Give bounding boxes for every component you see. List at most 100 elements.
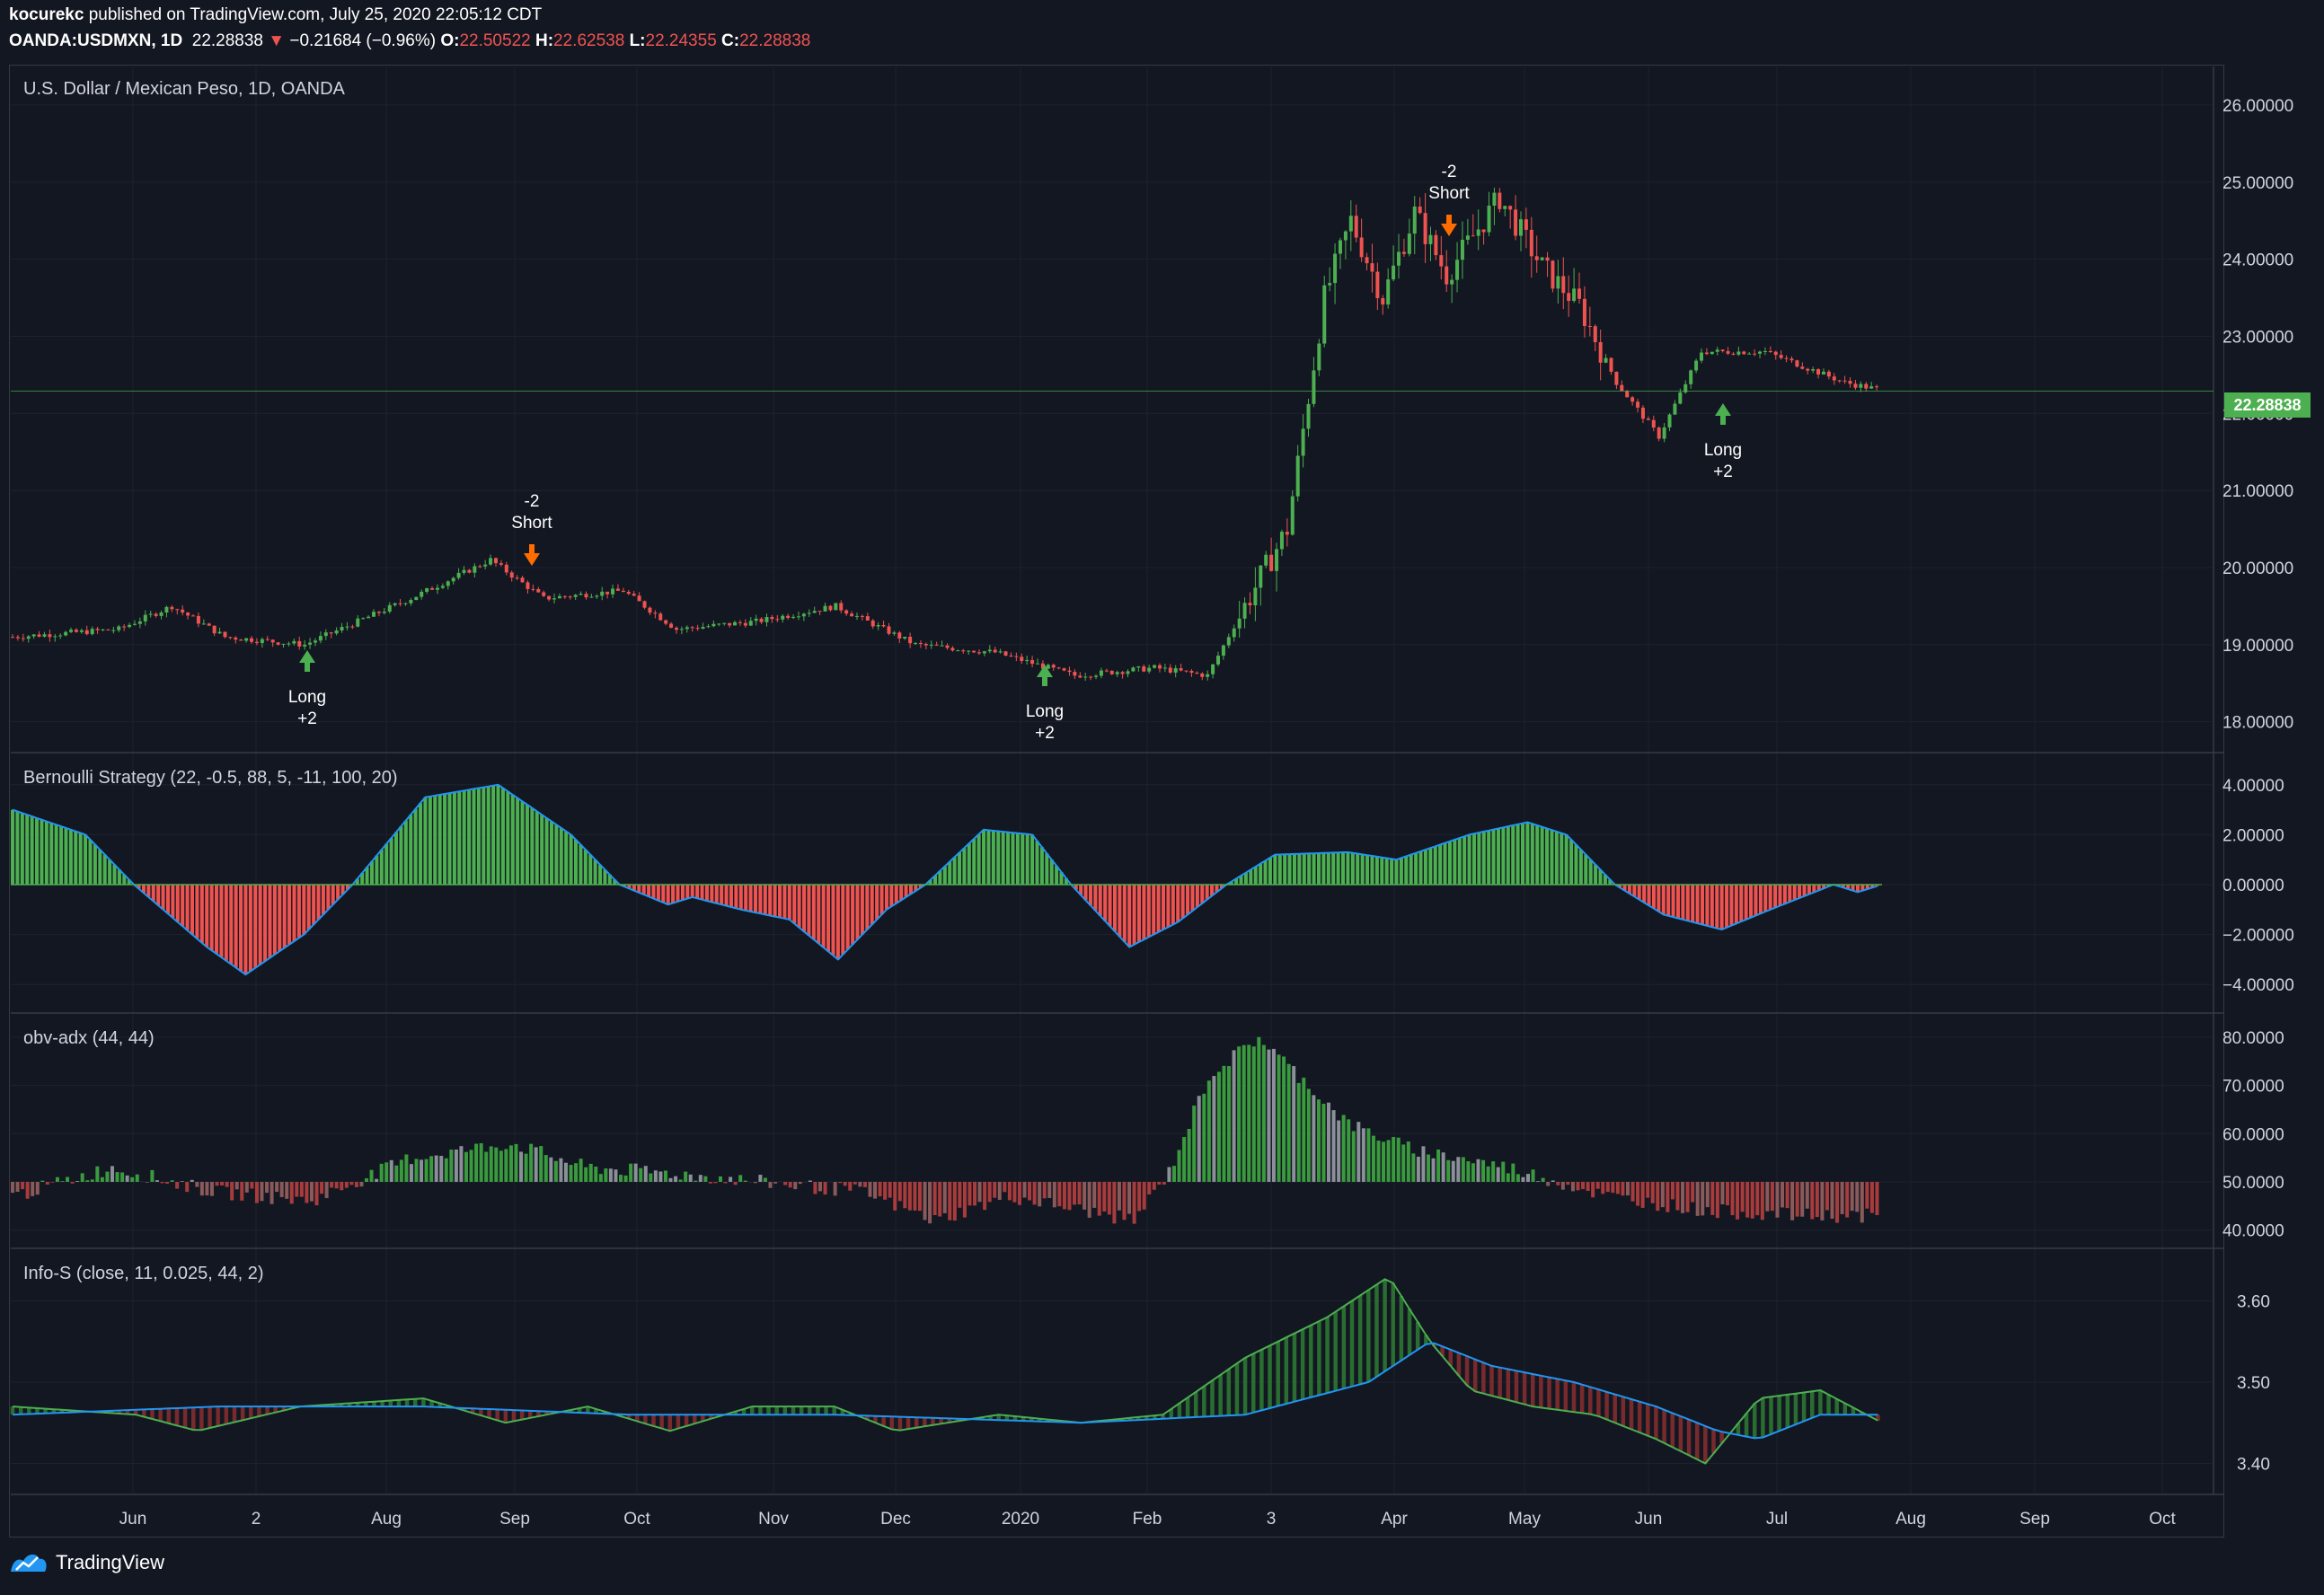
candle-body: [287, 643, 291, 645]
obv-bar: [1282, 1056, 1286, 1182]
bernoulli-bar: [1356, 853, 1360, 885]
obv-bar: [120, 1172, 125, 1182]
obv-bar: [604, 1168, 608, 1182]
obv-bar: [499, 1150, 503, 1182]
tradingview-logo-icon[interactable]: [9, 1550, 49, 1575]
publisher-name[interactable]: kocurekc: [9, 5, 84, 24]
obv-bar: [1162, 1182, 1166, 1185]
candle-body: [499, 563, 503, 565]
obv-bar: [817, 1182, 822, 1192]
candle-body: [1731, 353, 1736, 355]
bernoulli-bar: [287, 885, 292, 945]
candle-body: [611, 588, 615, 595]
obv-bar: [729, 1176, 733, 1182]
obv-bar: [684, 1171, 688, 1182]
obv-bar: [758, 1175, 763, 1182]
bernoulli-bar: [336, 885, 340, 900]
candle-body: [531, 588, 535, 590]
symbol-label[interactable]: OANDA:USDMXN, 1D: [9, 31, 183, 50]
info-pane-title[interactable]: Info-S (close, 11, 0.025, 44, 2): [23, 1264, 264, 1283]
candle-body: [270, 639, 275, 643]
footer-brand[interactable]: TradingView: [56, 1551, 165, 1573]
obv-bar: [494, 1147, 499, 1182]
price-pane-title[interactable]: U.S. Dollar / Mexican Peso, 1D, OANDA: [23, 79, 345, 99]
obv-bar: [843, 1182, 847, 1186]
bernoulli-axis-label: −4.00000: [2222, 976, 2294, 995]
candle-body: [26, 636, 31, 639]
obv-bar: [1316, 1099, 1321, 1182]
bernoulli-bar: [399, 826, 403, 885]
bernoulli-bar: [569, 834, 573, 885]
candle-body: [1710, 351, 1714, 355]
candle-body: [940, 645, 944, 647]
bernoulli-bar: [185, 885, 190, 930]
bernoulli-bar: [899, 885, 904, 901]
candle-body: [1401, 251, 1406, 254]
obv-bar: [1127, 1182, 1132, 1214]
obv-bar: [1356, 1122, 1361, 1182]
obv-bar: [1476, 1159, 1480, 1182]
obv-bar: [1052, 1182, 1056, 1208]
bernoulli-bar: [1399, 858, 1403, 885]
bernoulli-bar: [1093, 885, 1098, 911]
obv-bar: [838, 1182, 843, 1184]
bernoulli-bar: [603, 869, 607, 885]
bernoulli-bar: [1011, 833, 1015, 885]
bernoulli-bar: [763, 885, 767, 915]
bernoulli-bar: [1195, 885, 1199, 908]
candle-body: [128, 624, 132, 628]
bernoulli-bar: [1632, 885, 1637, 897]
candle-body: [600, 591, 605, 596]
bernoulli-bar: [865, 885, 870, 930]
obv-bar: [244, 1182, 249, 1193]
bernoulli-bar: [1754, 885, 1758, 916]
obv-bar: [25, 1182, 30, 1199]
candle-body: [1301, 428, 1305, 456]
obv-bar: [50, 1182, 55, 1183]
obv-bar: [1491, 1161, 1496, 1182]
obv-bar: [1760, 1182, 1764, 1220]
obv-bar: [534, 1147, 538, 1182]
obv-pane-title[interactable]: obv-adx (44, 44): [23, 1028, 155, 1048]
bernoulli-bar: [1006, 832, 1011, 885]
obv-bar: [1536, 1181, 1541, 1182]
obv-bar: [414, 1159, 419, 1182]
bernoulli-bar: [787, 885, 791, 920]
obv-bar: [1257, 1036, 1261, 1182]
candle-body: [918, 643, 923, 645]
candle-body: [1498, 192, 1502, 209]
candle-body: [1120, 672, 1125, 674]
obv-axis-label: 50.0000: [2222, 1174, 2284, 1193]
bernoulli-pane-title[interactable]: Bernoulli Strategy (22, -0.5, 88, 5, -11…: [23, 768, 398, 788]
candle-body: [1763, 351, 1767, 353]
bernoulli-bar: [525, 805, 529, 885]
time-axis-label: Sep: [2019, 1510, 2050, 1529]
obv-bar: [629, 1163, 633, 1182]
bernoulli-bar: [1098, 885, 1102, 916]
candle-body: [1269, 554, 1274, 571]
obv-bar: [1466, 1161, 1471, 1182]
time-axis-label: Sep: [499, 1510, 530, 1529]
bernoulli-bar: [540, 815, 544, 885]
candle-body: [1083, 676, 1088, 678]
long-arrow-icon: [1037, 665, 1053, 686]
bernoulli-bar: [1021, 833, 1025, 885]
time-axis-label: Jun: [119, 1510, 147, 1529]
bernoulli-bar: [1229, 881, 1233, 885]
obv-bar: [983, 1182, 987, 1211]
obv-bar: [1182, 1137, 1187, 1182]
bernoulli-bar: [1608, 879, 1613, 885]
candle-body: [340, 627, 344, 630]
chart-frame[interactable]: [9, 65, 2224, 1538]
obv-bar: [1515, 1174, 1520, 1182]
candle-body: [159, 612, 163, 616]
bernoulli-bar: [1414, 852, 1418, 885]
candle-body: [1630, 397, 1635, 402]
obv-bar: [1730, 1182, 1735, 1216]
bernoulli-bar: [93, 844, 97, 885]
bernoulli-bar: [316, 885, 321, 920]
candle-body: [493, 558, 498, 564]
obv-bar: [379, 1163, 384, 1182]
candle-body: [1290, 496, 1295, 535]
